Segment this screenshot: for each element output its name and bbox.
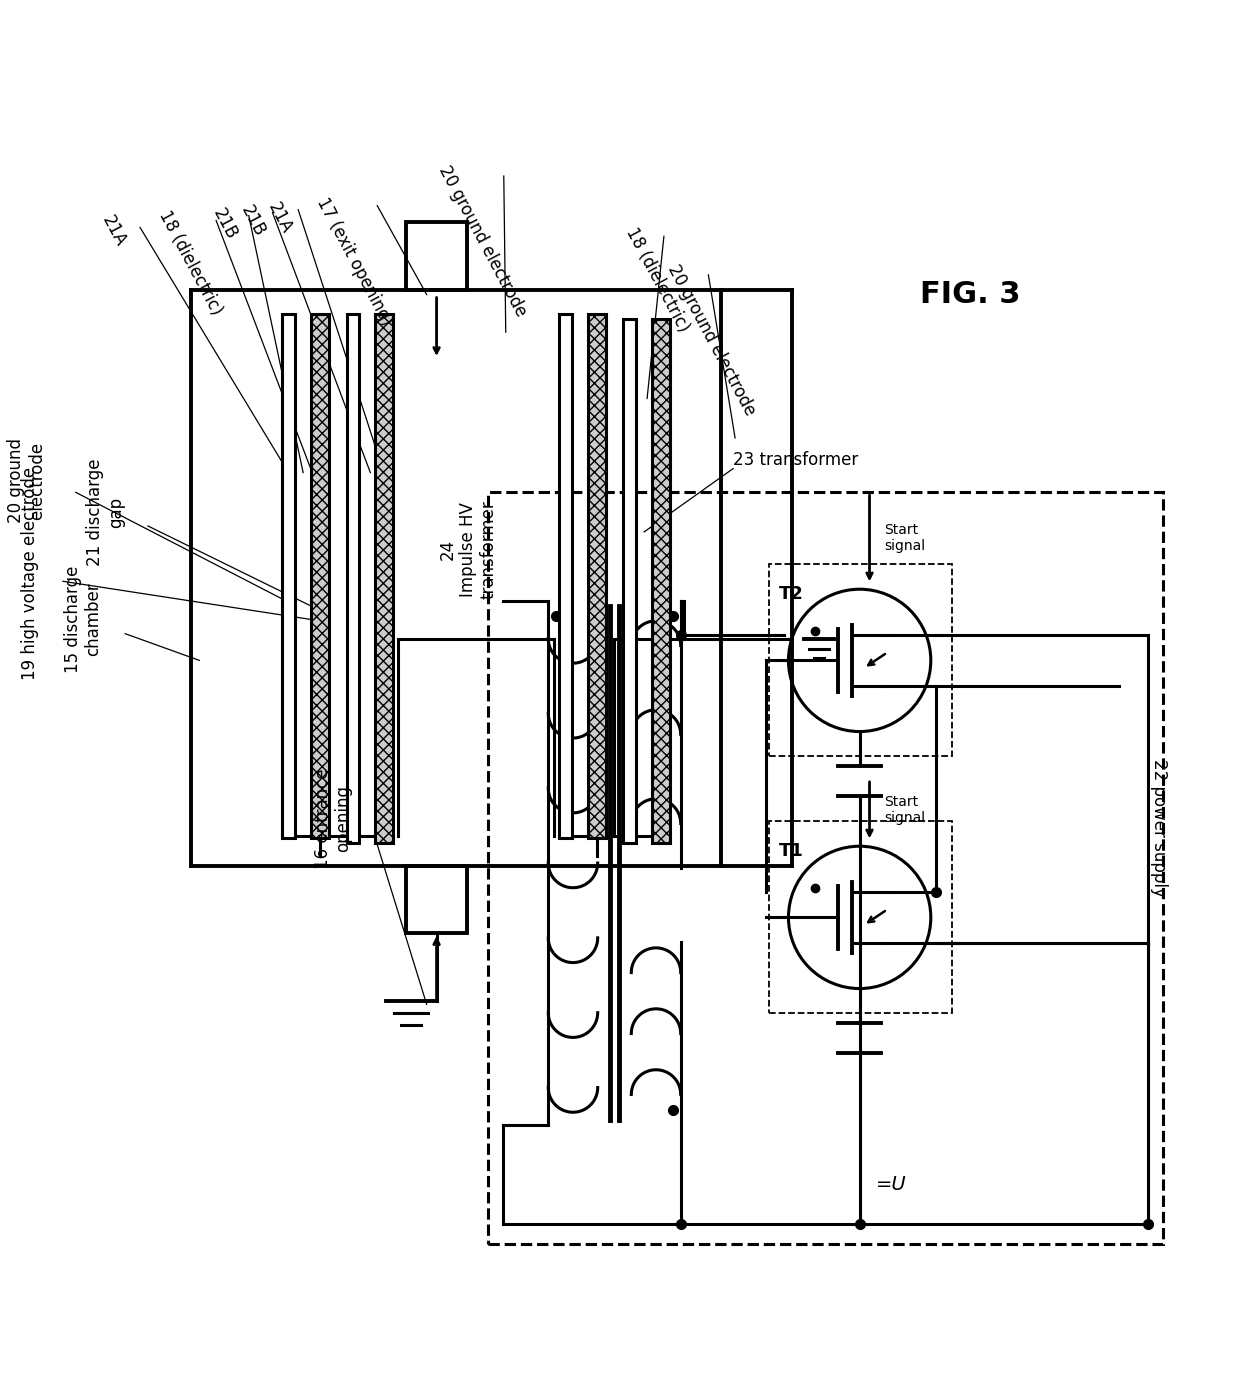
Bar (283, 315, 295, 839)
Bar (489, 492, 1163, 1243)
Text: 18 (dielectric): 18 (dielectric) (622, 225, 693, 335)
Bar (652, 319, 670, 843)
Text: 21 discharge
gap: 21 discharge gap (87, 459, 125, 565)
Text: 21A: 21A (98, 212, 130, 249)
Bar (769, 821, 951, 1013)
Text: T2: T2 (779, 585, 804, 603)
Bar (311, 315, 329, 839)
Bar (559, 315, 572, 839)
Text: 21B: 21B (210, 205, 241, 243)
Text: 22 power supply: 22 power supply (1151, 760, 1168, 897)
Text: T1: T1 (779, 843, 804, 861)
Text: 16 entrance
opening: 16 entrance opening (314, 768, 352, 869)
Text: =U: =U (875, 1175, 906, 1195)
Text: 24
Impulse HV
transformer: 24 Impulse HV transformer (438, 500, 497, 599)
Text: Start
signal: Start signal (884, 523, 925, 553)
Text: FIG. 3: FIG. 3 (920, 280, 1021, 309)
Bar (347, 315, 360, 843)
Text: 21A: 21A (264, 200, 296, 237)
Text: 20 ground electrode: 20 ground electrode (434, 162, 529, 320)
Bar (588, 315, 605, 839)
Text: 23 transformer: 23 transformer (733, 450, 858, 468)
Text: 15 discharge
chamber: 15 discharge chamber (63, 565, 103, 672)
Bar (624, 319, 636, 843)
Text: 20 ground
electrode: 20 ground electrode (7, 438, 46, 523)
Bar (769, 564, 951, 757)
Bar (405, 223, 467, 290)
Text: Start
signal: Start signal (884, 796, 925, 825)
Bar (405, 866, 467, 933)
Text: 19 high voltage electrode: 19 high voltage electrode (21, 467, 40, 681)
Text: 20 ground electrode: 20 ground electrode (663, 262, 759, 419)
Text: 21B: 21B (237, 202, 268, 240)
Text: 18 (dielectric): 18 (dielectric) (155, 207, 226, 317)
Bar (376, 315, 393, 843)
Text: 17 (exit opening): 17 (exit opening) (312, 194, 396, 328)
